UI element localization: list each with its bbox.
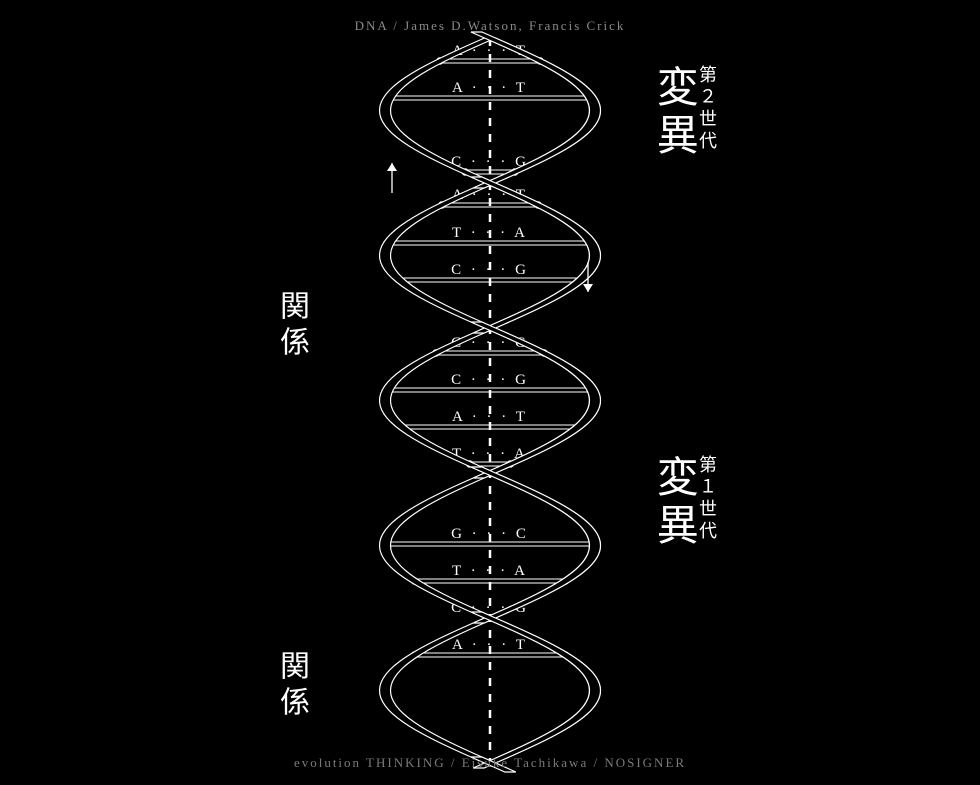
strand-front-layer <box>471 32 601 772</box>
arrow-up-head <box>387 163 397 171</box>
label-gen2-small: 第２世代 <box>696 65 716 153</box>
label-relation-mid-text: 関係 <box>275 290 308 362</box>
label-relation-mid: 関係 <box>275 290 308 362</box>
footer-text: evolution THINKING / Eisuke Tachikawa / … <box>0 755 980 771</box>
label-gen2-mutation: 第２世代 変異 <box>650 65 716 161</box>
arrow-down-head <box>583 284 593 292</box>
dna-helix-figure: A · · · TA · · · TC · · · GA · · · TT · … <box>0 0 980 785</box>
label-gen1-small: 第１世代 <box>696 455 716 543</box>
label-gen1-big: 変異 <box>650 455 696 551</box>
label-gen2-big: 変異 <box>650 65 696 161</box>
label-relation-bottom-text: 関係 <box>275 650 308 722</box>
label-relation-bottom: 関係 <box>275 650 308 722</box>
label-gen1-mutation: 第１世代 変異 <box>650 455 716 551</box>
diagram-canvas: DNA / James D.Watson, Francis Crick A · … <box>0 0 980 785</box>
